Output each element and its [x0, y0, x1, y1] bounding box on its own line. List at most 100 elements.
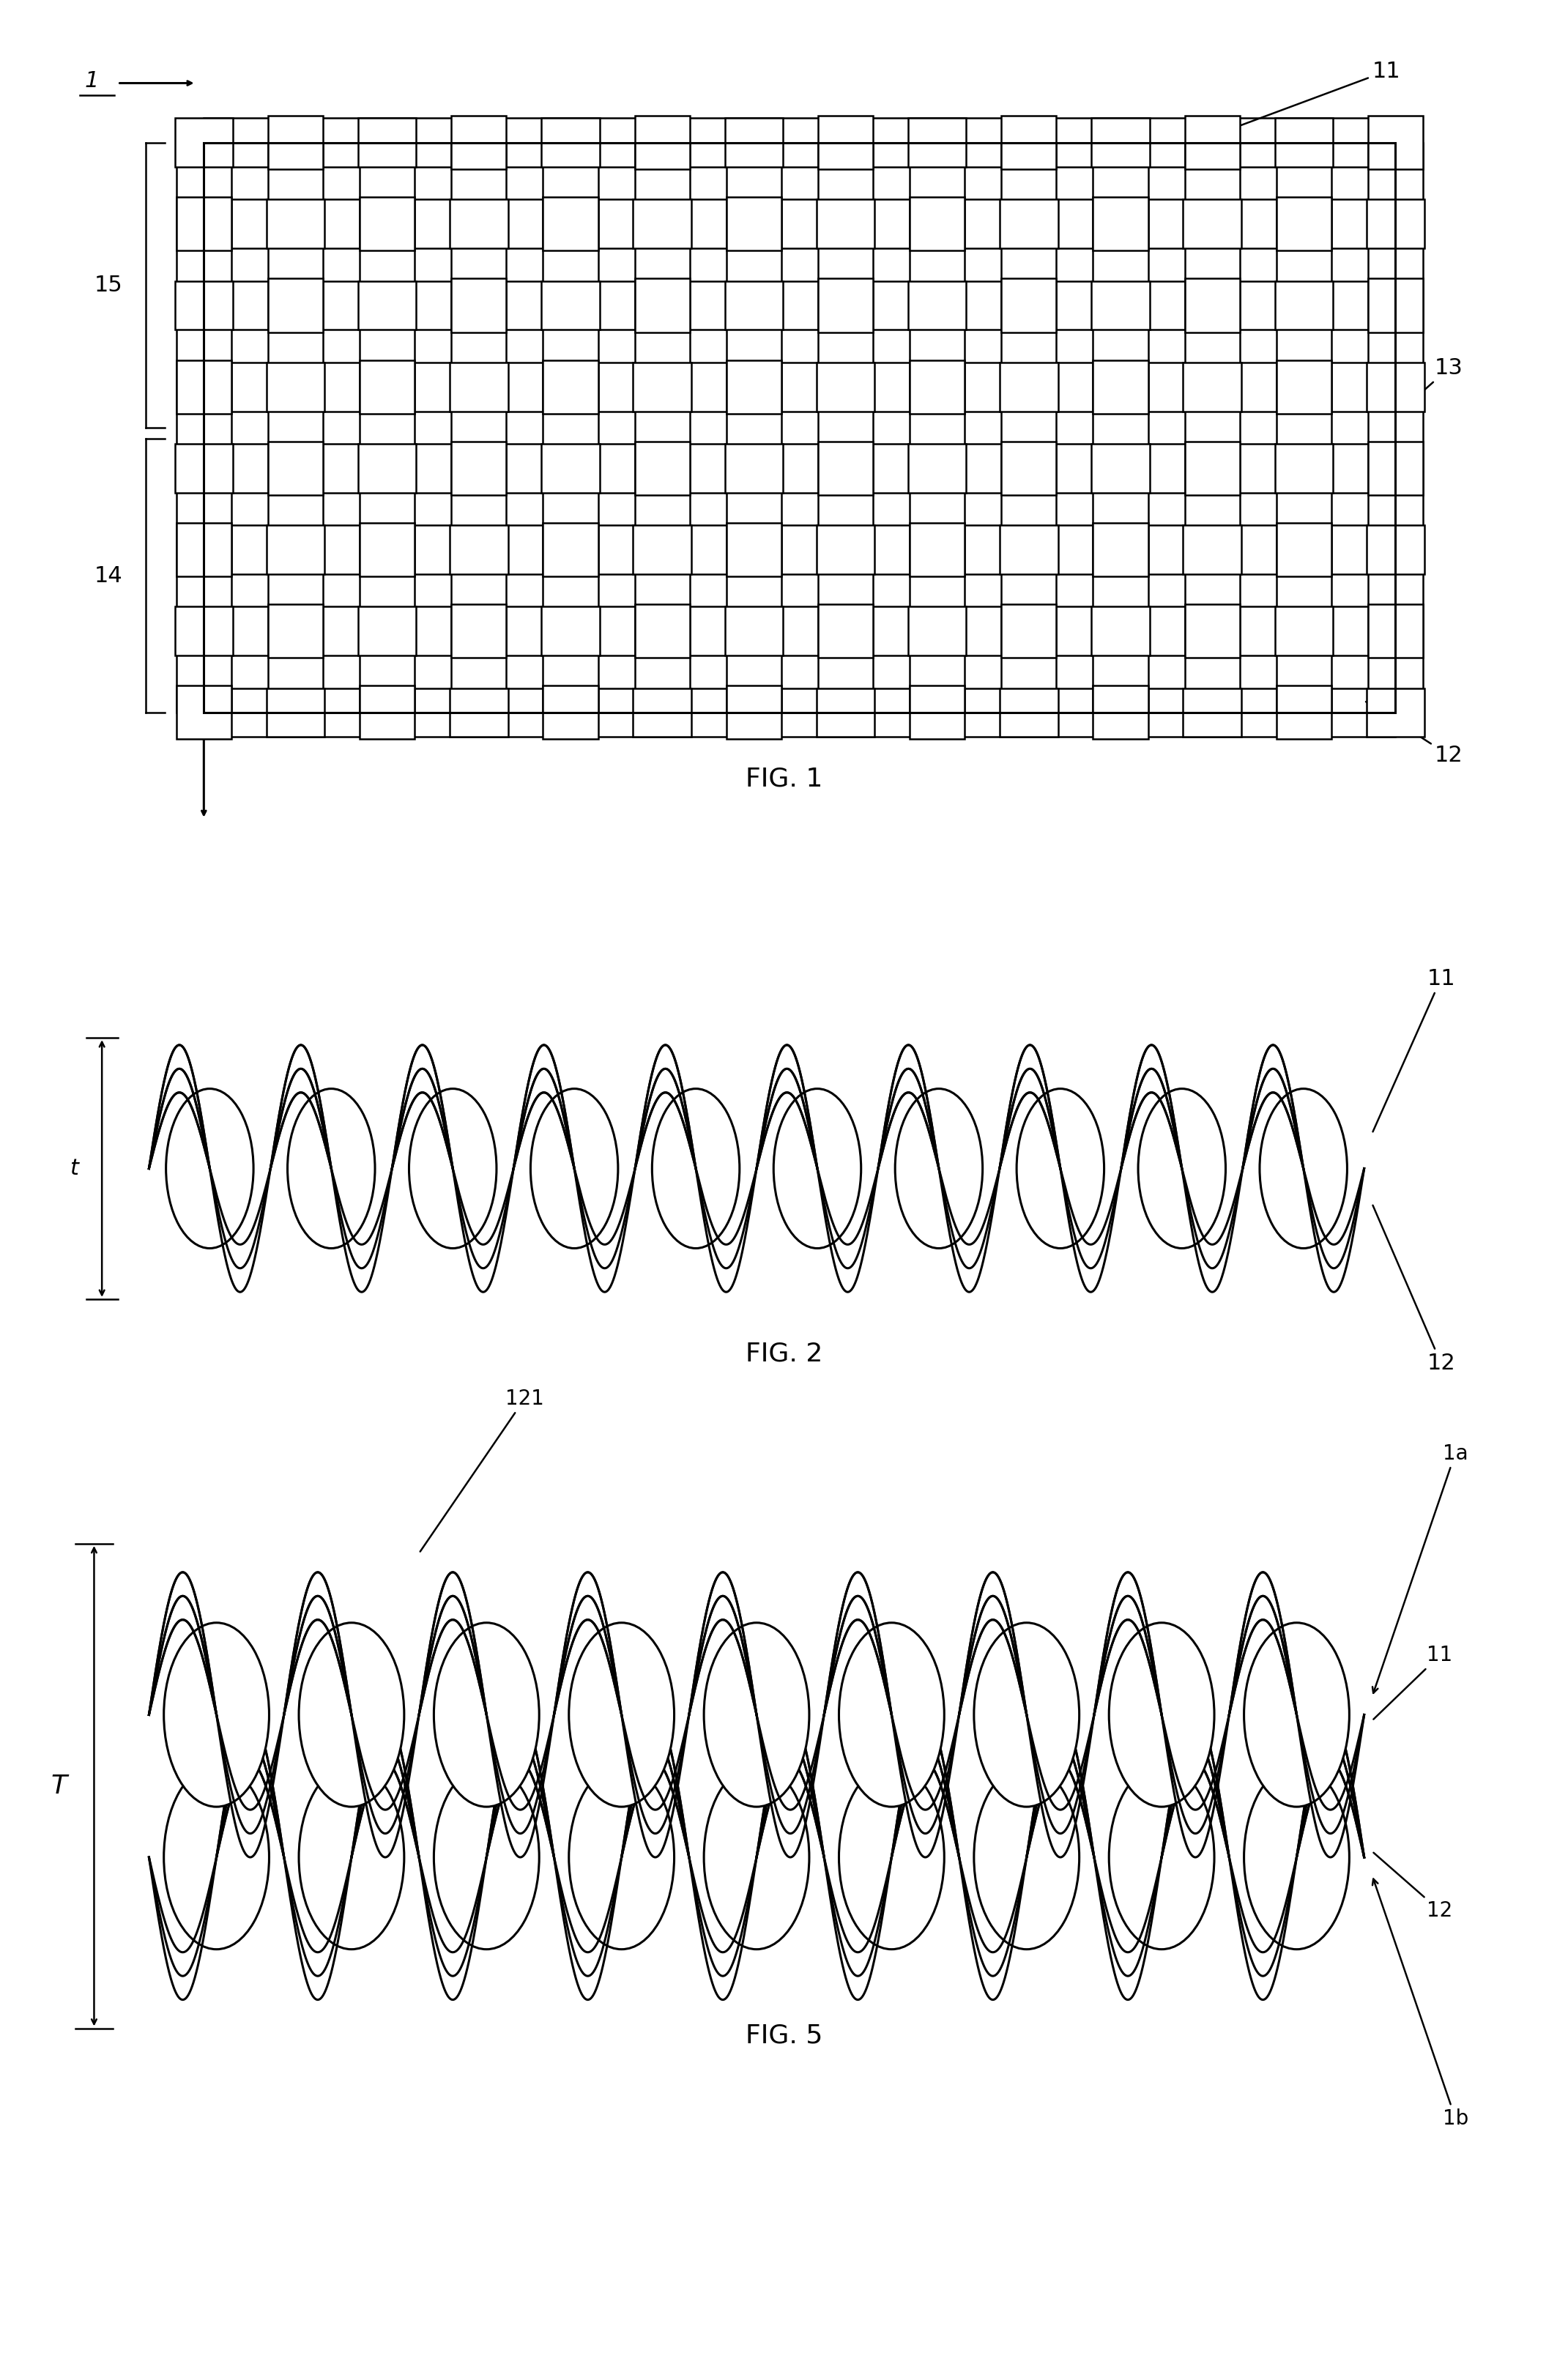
Bar [359, 361, 414, 413]
Ellipse shape [839, 1622, 944, 1807]
Bar [541, 606, 599, 656]
Ellipse shape [299, 1765, 405, 1950]
Bar [1185, 442, 1240, 494]
Bar [726, 142, 781, 712]
Ellipse shape [409, 1088, 497, 1249]
Ellipse shape [530, 1088, 618, 1249]
Ellipse shape [974, 1622, 1079, 1807]
Text: 13: 13 [610, 1784, 633, 1800]
Bar [1091, 606, 1149, 656]
Text: 15: 15 [94, 276, 122, 294]
Ellipse shape [1109, 1622, 1214, 1807]
Bar [1367, 278, 1424, 333]
Ellipse shape [895, 1088, 983, 1249]
Bar [1367, 603, 1424, 658]
Bar [268, 442, 323, 494]
Bar [359, 522, 414, 577]
Bar [204, 119, 1396, 166]
Text: 12: 12 [1366, 701, 1463, 765]
Bar [1002, 142, 1057, 712]
Ellipse shape [434, 1622, 539, 1807]
Bar [1367, 116, 1424, 169]
Bar [267, 525, 325, 575]
Text: 1b: 1b [1372, 1879, 1468, 2128]
Ellipse shape [652, 1088, 740, 1249]
Text: T: T [52, 1774, 67, 1798]
Bar [1000, 363, 1058, 411]
Bar [358, 444, 416, 492]
Bar [204, 525, 1396, 575]
Bar [818, 603, 873, 658]
Text: 121: 121 [420, 1389, 544, 1551]
Bar [726, 522, 781, 577]
Ellipse shape [1243, 1765, 1350, 1950]
Ellipse shape [163, 1765, 270, 1950]
Bar [724, 606, 782, 656]
Bar [543, 522, 597, 577]
Bar [1276, 522, 1331, 577]
Bar [635, 142, 690, 712]
Ellipse shape [974, 1765, 1079, 1950]
Bar [452, 116, 506, 169]
Bar [1000, 689, 1058, 736]
Bar [174, 444, 234, 492]
Bar [1185, 603, 1240, 658]
Bar [1000, 525, 1058, 575]
Bar [724, 119, 782, 166]
Bar [633, 363, 691, 411]
Bar [174, 280, 234, 330]
Bar [1185, 116, 1240, 169]
Bar [358, 119, 416, 166]
Bar [1185, 142, 1240, 712]
Text: t: t [69, 1159, 78, 1178]
Bar [450, 200, 508, 249]
Bar [204, 142, 1396, 712]
Bar [635, 442, 690, 494]
Bar [1002, 116, 1057, 169]
Ellipse shape [166, 1088, 254, 1249]
Bar [909, 142, 964, 712]
Bar [541, 280, 599, 330]
Bar [1091, 444, 1149, 492]
Bar [1093, 361, 1148, 413]
Bar [450, 363, 508, 411]
Bar [267, 200, 325, 249]
Bar [908, 606, 966, 656]
Bar [268, 116, 323, 169]
Bar [174, 119, 234, 166]
Bar [543, 142, 597, 712]
Bar [204, 363, 1396, 411]
Ellipse shape [704, 1622, 809, 1807]
Bar [450, 525, 508, 575]
Bar [726, 361, 781, 413]
Ellipse shape [1259, 1088, 1347, 1249]
Bar [635, 116, 690, 169]
Bar [633, 689, 691, 736]
Bar [818, 116, 873, 169]
Bar [268, 603, 323, 658]
Bar [1184, 363, 1242, 411]
Bar [1276, 361, 1331, 413]
Bar [1002, 278, 1057, 333]
Bar [1276, 197, 1331, 252]
Bar [1093, 197, 1148, 252]
Bar [1275, 119, 1333, 166]
Bar [909, 361, 964, 413]
Bar [1184, 525, 1242, 575]
Bar [543, 361, 597, 413]
Text: 12: 12 [1374, 1852, 1452, 1921]
Bar [452, 603, 506, 658]
Bar [1367, 442, 1424, 494]
Bar [543, 686, 597, 739]
Ellipse shape [1016, 1088, 1104, 1249]
Bar [1091, 119, 1149, 166]
Bar [635, 278, 690, 333]
Ellipse shape [1243, 1622, 1350, 1807]
Bar [450, 689, 508, 736]
Text: FIG. 1: FIG. 1 [745, 767, 823, 791]
Text: 1: 1 [85, 71, 99, 90]
Bar [818, 278, 873, 333]
Text: 11: 11 [1209, 62, 1400, 138]
Bar [204, 280, 1396, 330]
Bar [724, 444, 782, 492]
